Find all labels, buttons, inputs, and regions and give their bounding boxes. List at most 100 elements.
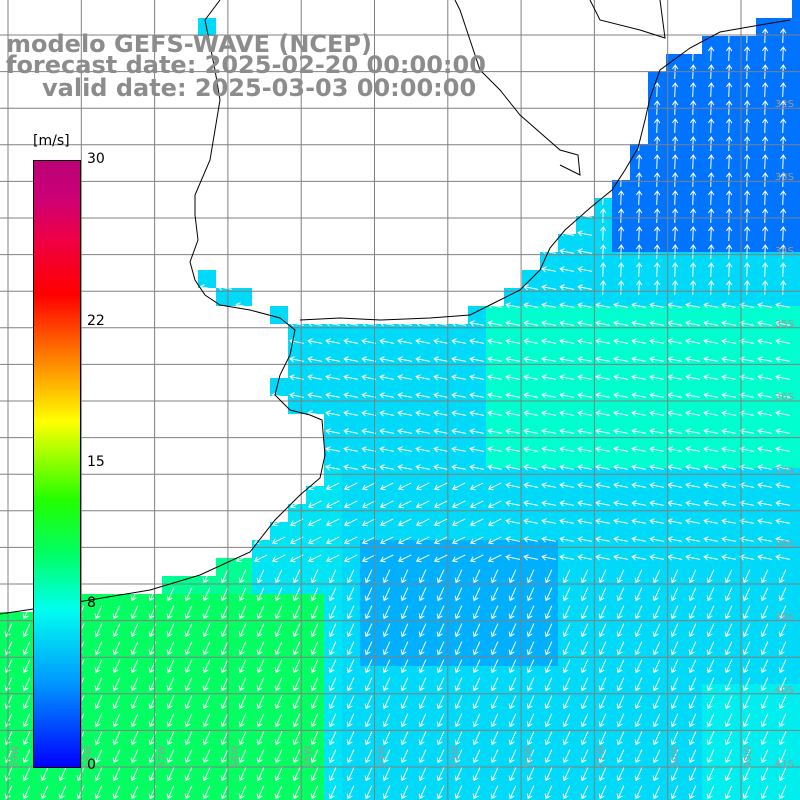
wind-arrow — [721, 482, 736, 489]
wind-cell — [594, 594, 612, 612]
wind-arrow — [487, 356, 502, 363]
wind-arrow — [613, 410, 628, 417]
wind-arrow — [544, 641, 553, 656]
wind-cell — [594, 360, 612, 378]
wind-cell — [630, 450, 648, 468]
wind-arrow — [292, 677, 301, 692]
wind-arrow — [418, 659, 427, 674]
wind-cell — [648, 414, 666, 432]
wind-cell — [630, 576, 648, 594]
wind-cell — [486, 486, 504, 504]
wind-cell — [342, 576, 360, 594]
wind-cell — [756, 288, 774, 306]
wind-arrow — [559, 302, 574, 309]
wind-cell — [450, 396, 468, 414]
wind-cell — [756, 216, 774, 234]
wind-cell — [792, 720, 800, 738]
wind-arrow — [292, 749, 301, 764]
wind-arrow — [508, 569, 517, 584]
wind-arrow — [505, 428, 520, 435]
wind-arrow — [220, 587, 229, 602]
wind-arrow — [202, 641, 211, 656]
wind-arrow — [598, 641, 607, 656]
wind-cell — [666, 396, 684, 414]
wind-arrow — [166, 641, 175, 656]
wind-arrow — [775, 428, 790, 435]
wind-arrow — [724, 659, 733, 674]
wind-arrow — [703, 428, 718, 435]
wind-arrow — [130, 623, 139, 638]
wind-arrow — [652, 587, 661, 602]
wind-cell — [504, 468, 522, 486]
wind-cell — [648, 342, 666, 360]
wind-arrow — [505, 554, 520, 561]
wind-cell — [792, 792, 800, 800]
wind-arrow — [721, 410, 736, 417]
wind-arrow — [472, 623, 481, 638]
wind-arrow — [706, 731, 715, 746]
wind-cell — [270, 576, 288, 594]
wind-arrow — [469, 536, 484, 545]
wind-arrow — [775, 500, 790, 507]
wind-arrow — [451, 446, 466, 453]
wind-cell — [666, 162, 684, 180]
wind-cell — [324, 540, 342, 558]
wind-cell — [738, 630, 756, 648]
wind-cell — [180, 720, 198, 738]
wind-arrow — [544, 695, 553, 710]
wind-cell — [666, 702, 684, 720]
wind-cell — [702, 576, 720, 594]
wind-arrow — [472, 587, 481, 602]
wind-cell — [306, 774, 324, 792]
wind-cell — [324, 486, 342, 504]
wind-cell — [90, 774, 108, 792]
wind-arrow — [649, 320, 664, 327]
wind-cell — [450, 576, 468, 594]
wind-cell — [702, 288, 720, 306]
wind-arrow — [688, 695, 697, 710]
wind-arrow — [721, 338, 736, 345]
wind-cell — [468, 432, 486, 450]
wind-arrow — [415, 464, 430, 471]
wind-cell — [162, 630, 180, 648]
wind-cell — [18, 630, 36, 648]
wind-arrow — [436, 749, 445, 764]
wind-cell — [774, 702, 792, 720]
wind-cell — [504, 378, 522, 396]
wind-cell — [684, 54, 702, 72]
wind-arrow — [343, 536, 358, 545]
wind-cell — [792, 702, 800, 720]
wind-arrow — [613, 446, 628, 453]
wind-arrow — [487, 446, 502, 453]
wind-cell — [396, 468, 414, 486]
wind-arrow — [778, 695, 787, 710]
wind-cell — [378, 684, 396, 702]
wind-arrow — [721, 500, 736, 507]
wind-arrow — [707, 154, 715, 170]
wind-cell — [270, 720, 288, 738]
wind-arrow — [760, 569, 769, 584]
wind-arrow — [130, 785, 139, 800]
wind-arrow — [671, 154, 679, 170]
wind-cell — [792, 666, 800, 684]
wind-cell — [342, 540, 360, 558]
wind-arrow — [703, 356, 718, 363]
wind-cell — [648, 468, 666, 486]
wind-cell — [450, 504, 468, 522]
wind-arrow — [580, 785, 589, 800]
wind-arrow — [325, 482, 340, 491]
wind-arrow — [451, 428, 466, 435]
wind-arrow — [505, 518, 520, 525]
wind-cell — [396, 720, 414, 738]
wind-arrow — [523, 428, 538, 435]
wind-arrow — [598, 785, 607, 800]
wind-cell — [378, 324, 396, 342]
wind-arrow — [415, 554, 430, 563]
wind-cell — [324, 720, 342, 738]
longitude-label: 50W — [669, 745, 681, 768]
wind-arrow — [487, 338, 502, 345]
wind-cell — [756, 126, 774, 144]
wind-arrow — [418, 605, 427, 620]
wind-cell — [324, 684, 342, 702]
wind-arrow — [689, 136, 697, 152]
